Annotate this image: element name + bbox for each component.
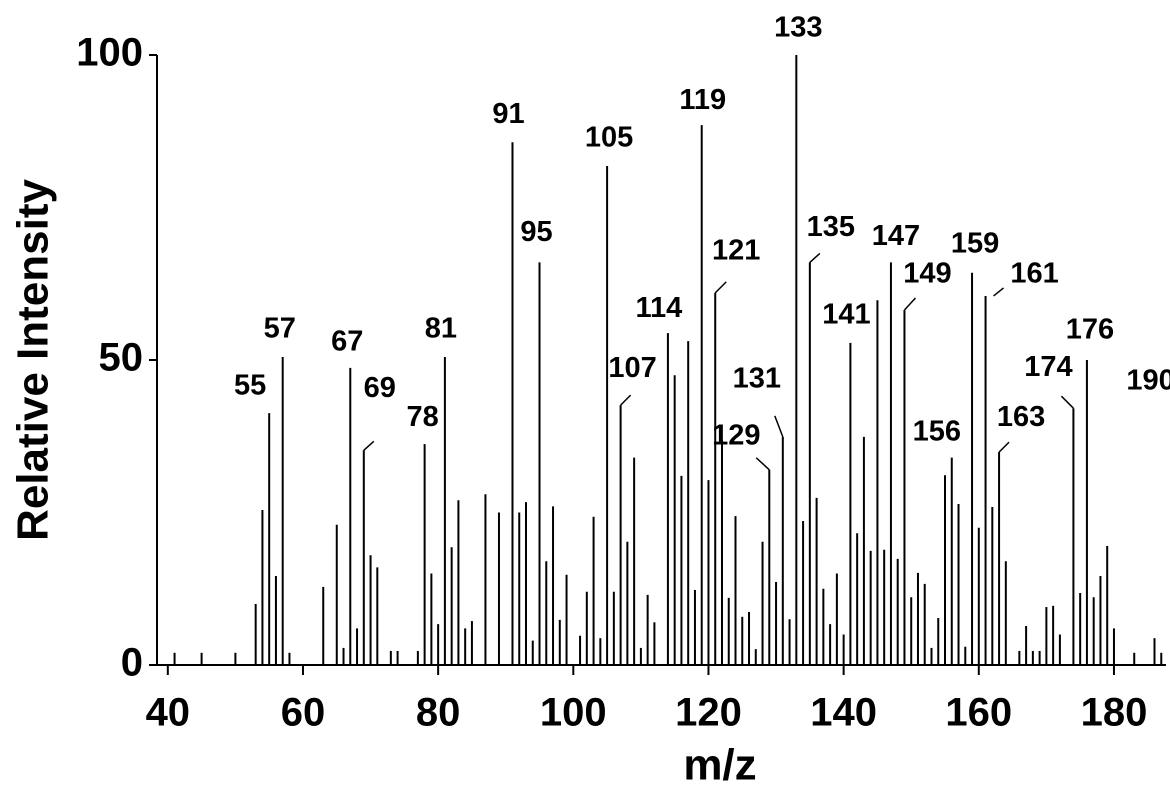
peak-label: 190 [1126, 364, 1170, 396]
peak-label: 105 [585, 122, 633, 154]
peak-label: 159 [951, 227, 999, 259]
peak-label: 78 [406, 401, 438, 433]
x-axis-title: m/z [683, 741, 756, 787]
peak-label: 147 [872, 220, 920, 252]
leader-line [755, 457, 770, 471]
peak-label: 149 [903, 258, 951, 290]
peak-label: 91 [492, 98, 524, 130]
leader-line [903, 297, 917, 311]
leader-line [998, 441, 1010, 453]
leader-line [774, 415, 784, 438]
peak-label: 156 [913, 415, 961, 447]
leader-line [620, 394, 632, 406]
leader-line [363, 440, 375, 451]
x-tick-label: 180 [1081, 691, 1148, 735]
peak-label: 114 [636, 292, 683, 324]
x-tick-label: 140 [810, 691, 877, 735]
leader-line [809, 252, 821, 263]
y-tick-label: 50 [99, 336, 144, 380]
peak-label: 131 [733, 363, 781, 395]
x-tick-label: 80 [416, 691, 461, 735]
peak-label: 176 [1066, 314, 1114, 346]
peak-label: 121 [712, 235, 760, 267]
peak-label: 133 [774, 12, 822, 44]
peak-label: 57 [264, 313, 296, 345]
x-tick-label: 100 [540, 691, 607, 735]
leader-line [714, 281, 727, 294]
x-tick-label: 60 [281, 691, 326, 735]
y-tick-label: 0 [121, 641, 143, 685]
peak-label: 161 [1010, 258, 1058, 290]
x-tick-label: 160 [945, 691, 1012, 735]
peak-label: 95 [520, 216, 552, 248]
leader-line [1060, 395, 1074, 409]
peak-label: 163 [997, 401, 1045, 433]
peak-label: 81 [425, 313, 457, 345]
x-tick-label: 40 [146, 691, 191, 735]
leader-line [993, 287, 1005, 297]
x-tick-label: 120 [675, 691, 742, 735]
peak-label: 119 [679, 84, 726, 116]
peak-label: 69 [364, 372, 396, 404]
peak-label: 107 [608, 352, 656, 384]
y-axis-title: Relative Intensity [9, 179, 58, 541]
y-tick-label: 100 [76, 31, 143, 75]
peak-label: 55 [234, 370, 266, 402]
peak-label: 67 [331, 326, 363, 358]
peak-label: 135 [807, 211, 855, 243]
peak-label: 141 [822, 299, 870, 331]
peak-label: 174 [1024, 351, 1072, 383]
peak-label: 129 [712, 419, 760, 451]
